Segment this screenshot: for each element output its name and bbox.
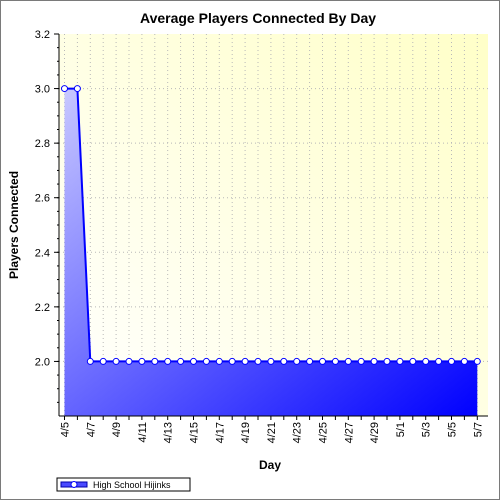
- x-tick-label: 4/29: [369, 422, 381, 443]
- x-tick-label: 4/11: [137, 422, 149, 443]
- y-tick-label: 2.6: [35, 193, 50, 205]
- x-tick-label: 5/1: [395, 422, 407, 437]
- x-axis-ticks: 4/5 4/7 4/9 4/11 4/13 4/15 4/17 4/19 4/21 4/23 4/2…: [60, 416, 484, 443]
- data-point[interactable]: [357, 357, 365, 365]
- data-point[interactable]: [344, 357, 352, 365]
- chart-title: Average Players Connected By Day: [140, 10, 376, 26]
- y-axis-ticks: 2.0 2.2 2.4 2.6 2.8 3.0 3.2: [35, 29, 59, 403]
- plot-area: [59, 34, 488, 416]
- x-tick-label: 4/9: [111, 422, 123, 437]
- y-tick-label: 3.0: [35, 84, 50, 96]
- data-point[interactable]: [112, 357, 120, 365]
- y-tick-label: 2.2: [35, 302, 50, 314]
- data-point[interactable]: [254, 357, 262, 365]
- legend-marker: [70, 481, 78, 488]
- data-point[interactable]: [61, 85, 68, 93]
- data-point[interactable]: [409, 357, 417, 365]
- data-point[interactable]: [280, 357, 288, 365]
- data-point[interactable]: [215, 357, 223, 365]
- data-point[interactable]: [267, 357, 275, 365]
- x-tick-label: 5/7: [472, 422, 484, 437]
- x-tick-label: 4/19: [240, 422, 252, 443]
- data-point[interactable]: [435, 357, 443, 365]
- data-point[interactable]: [396, 357, 404, 365]
- x-tick-label: 4/21: [266, 422, 278, 443]
- data-point[interactable]: [164, 357, 172, 365]
- series-area-layer: [64, 88, 478, 417]
- data-point[interactable]: [177, 357, 185, 365]
- x-tick-label: 5/3: [421, 422, 433, 437]
- data-point[interactable]: [331, 357, 339, 365]
- data-point[interactable]: [241, 357, 249, 365]
- data-point[interactable]: [86, 357, 94, 365]
- data-point[interactable]: [448, 357, 455, 365]
- x-tick-label: 4/15: [189, 422, 201, 443]
- data-point[interactable]: [138, 357, 146, 365]
- series-points-layer: [61, 85, 481, 365]
- data-point[interactable]: [473, 357, 481, 365]
- x-axis-title: Day: [259, 458, 281, 472]
- x-tick-label: 4/17: [214, 422, 226, 443]
- data-point[interactable]: [370, 357, 378, 365]
- data-point[interactable]: [293, 357, 301, 365]
- data-point[interactable]: [319, 357, 326, 365]
- data-point[interactable]: [151, 357, 159, 365]
- x-tick-label: 4/13: [163, 422, 175, 443]
- y-tick-label: 3.2: [35, 29, 50, 41]
- x-tick-label: 4/7: [85, 422, 97, 437]
- data-point[interactable]: [73, 85, 81, 93]
- series-area: [64, 88, 478, 417]
- data-point[interactable]: [99, 357, 107, 365]
- data-point[interactable]: [202, 357, 210, 365]
- data-point[interactable]: [383, 357, 391, 365]
- y-tick-label: 2.0: [35, 356, 50, 368]
- data-point[interactable]: [460, 357, 468, 365]
- y-axis-title: Players Connected: [7, 171, 21, 279]
- data-point[interactable]: [228, 357, 236, 365]
- y-tick-label: 2.4: [35, 247, 50, 259]
- data-point[interactable]: [306, 357, 314, 365]
- legend-box: [56, 477, 191, 492]
- x-tick-label: 4/5: [60, 422, 72, 437]
- y-tick-label: 2.8: [35, 138, 50, 150]
- x-tick-label: 4/23: [292, 422, 304, 443]
- x-tick-label: 5/5: [447, 422, 459, 437]
- data-point[interactable]: [125, 357, 133, 365]
- legend-label: High School Hijinks: [93, 480, 171, 490]
- legend: High School Hijinks: [56, 477, 191, 492]
- x-tick-label: 4/25: [318, 422, 330, 443]
- x-tick-label: 4/27: [343, 422, 355, 443]
- data-point[interactable]: [190, 357, 197, 365]
- data-point[interactable]: [422, 357, 430, 365]
